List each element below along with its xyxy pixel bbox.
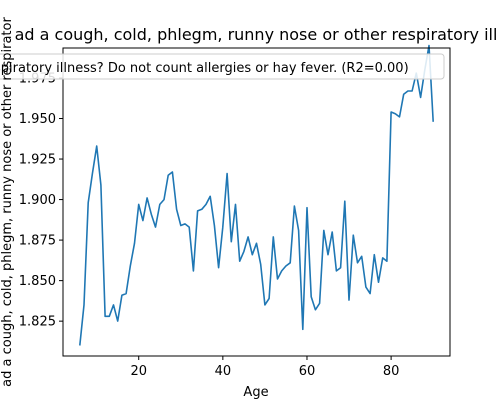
y-tick-label: 1.925 <box>19 153 56 168</box>
y-tick-label: 1.950 <box>19 112 56 127</box>
y-axis-label: ad a cough, cold, phlegm, runny nose or … <box>0 17 15 387</box>
x-axis-label: Age <box>243 385 268 400</box>
x-tick-label: 60 <box>299 364 316 379</box>
x-tick-label: 20 <box>130 364 147 379</box>
y-tick-label: 1.850 <box>19 274 56 289</box>
x-tick-label: 80 <box>383 364 400 379</box>
y-tick-label: 1.825 <box>19 315 56 330</box>
legend-box <box>0 53 445 80</box>
legend-label: spiratory illness? Do not count allergie… <box>0 61 409 76</box>
chart-title: ad a cough, cold, phlegm, runny nose or … <box>15 25 498 44</box>
legend: spiratory illness? Do not count allergie… <box>0 53 445 80</box>
x-tick-label: 40 <box>215 364 232 379</box>
y-tick-label: 1.900 <box>19 193 56 208</box>
y-tick-label: 1.875 <box>19 234 56 249</box>
series-line <box>79 44 434 346</box>
plot-frame <box>62 47 451 357</box>
